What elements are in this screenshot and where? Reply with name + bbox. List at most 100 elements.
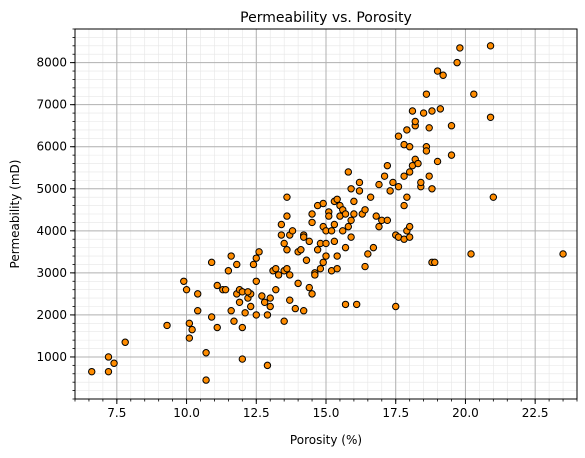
y-axis-label: Permeability (mD) [8, 160, 22, 269]
data-point [355, 187, 364, 195]
data-point [431, 258, 439, 267]
data-point [207, 313, 216, 321]
data-point [104, 353, 113, 361]
x-tick-label: 22.5 [522, 406, 549, 420]
data-point [233, 260, 241, 269]
data-point [428, 185, 436, 193]
data-point [392, 302, 400, 311]
y-tick-label: 7000 [36, 98, 67, 112]
data-point [453, 58, 461, 67]
data-point [291, 304, 300, 313]
data-point [311, 271, 319, 279]
data-point [330, 220, 339, 229]
data-point [422, 90, 431, 98]
data-point [333, 195, 341, 203]
data-point [436, 105, 445, 113]
data-point [366, 193, 375, 201]
data-point [380, 172, 389, 180]
data-point [347, 216, 355, 225]
data-point [263, 361, 272, 370]
data-point [283, 193, 291, 201]
data-point [286, 296, 294, 304]
major-gridlines [75, 29, 577, 399]
data-point [489, 193, 498, 201]
data-point [422, 147, 431, 155]
data-point [327, 227, 336, 235]
data-point [470, 90, 478, 98]
data-point [386, 187, 394, 195]
data-point [252, 277, 260, 285]
data-point [456, 44, 464, 52]
data-point [280, 317, 288, 325]
x-tick-label: 12.5 [243, 406, 270, 420]
x-axis-ticks: 7.5 10.0 12.5 15.0 17.5 20.0 22.5 [74, 399, 578, 420]
data-point [325, 212, 333, 220]
data-point [188, 325, 196, 334]
data-point [372, 212, 380, 220]
data-point [305, 237, 313, 246]
data-point [403, 193, 411, 201]
data-point [467, 250, 475, 258]
data-point [272, 285, 280, 294]
data-point [238, 355, 247, 363]
data-point [344, 222, 353, 231]
data-points [88, 42, 567, 384]
data-point [322, 252, 330, 260]
data-point [361, 206, 369, 214]
data-point [308, 218, 316, 227]
data-point [405, 143, 414, 151]
data-point [252, 254, 260, 262]
data-point [280, 239, 288, 248]
data-point [283, 264, 291, 273]
data-point [221, 285, 230, 294]
data-point [286, 271, 294, 279]
data-point [244, 288, 252, 296]
data-point [182, 285, 191, 294]
data-point [227, 252, 235, 260]
data-point [383, 216, 392, 225]
data-point [433, 67, 442, 75]
data-point [350, 210, 358, 218]
y-tick-label: 4000 [36, 224, 67, 238]
y-tick-label: 8000 [36, 56, 67, 70]
data-point [88, 367, 96, 376]
data-point [486, 42, 495, 50]
data-point [241, 309, 249, 317]
data-point [417, 178, 425, 187]
data-point [375, 222, 383, 231]
data-point [224, 267, 233, 275]
data-point [283, 246, 291, 254]
x-axis-label: Porosity (%) [290, 433, 362, 447]
data-point [297, 246, 305, 254]
data-point [361, 262, 369, 271]
data-point [347, 185, 355, 193]
data-point [341, 243, 350, 252]
data-point [305, 283, 313, 292]
data-point [364, 250, 372, 258]
data-point [294, 279, 302, 288]
data-point [369, 243, 378, 252]
data-point [319, 199, 327, 208]
data-point [238, 323, 247, 332]
data-point [352, 300, 361, 309]
data-point [277, 220, 286, 229]
data-point [425, 172, 433, 180]
x-tick-label: 7.5 [107, 406, 126, 420]
data-point [194, 307, 202, 315]
chart-title: Permeability vs. Porosity [240, 10, 412, 26]
data-point [330, 237, 339, 246]
data-point [350, 197, 358, 206]
y-tick-label: 2000 [36, 308, 67, 322]
data-point [333, 264, 341, 273]
y-tick-label: 6000 [36, 140, 67, 154]
data-point [202, 376, 210, 384]
data-point [486, 113, 495, 121]
data-point [260, 298, 269, 306]
data-point [316, 264, 325, 273]
data-point [425, 124, 433, 132]
data-point [400, 172, 408, 180]
data-point [235, 298, 244, 306]
data-point [274, 271, 283, 279]
data-point [272, 264, 280, 273]
